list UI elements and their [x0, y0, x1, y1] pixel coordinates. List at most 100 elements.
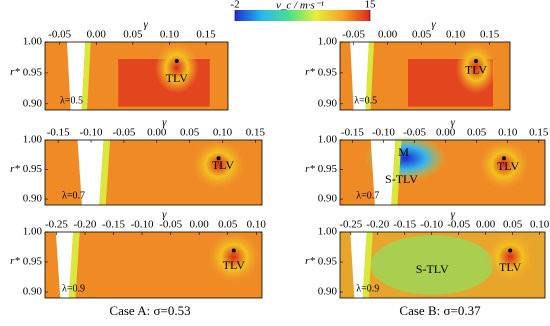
x-tick-label: -0.20 — [366, 219, 389, 231]
vortex-core — [474, 59, 478, 64]
contour-slow — [370, 235, 494, 295]
axes-frame — [44, 139, 263, 206]
vortex — [479, 140, 529, 190]
blade — [66, 42, 86, 110]
x-tick-label: 0.10 — [446, 29, 466, 41]
y-tick-label: 0.90 — [318, 286, 338, 298]
y-tick-label: 0.90 — [23, 286, 43, 298]
lambda-label: λ=0.7 — [356, 190, 379, 201]
caption: Case A: σ=0.53 — [109, 303, 190, 318]
vortex — [207, 231, 260, 283]
vortex-core — [216, 156, 221, 161]
axes-frame — [339, 139, 546, 206]
lambda-label: λ=0.9 — [356, 283, 379, 294]
y-tick-label: 0.95 — [318, 256, 338, 268]
x-tick-label: 0.05 — [218, 219, 238, 231]
x-tick-label: 0.00 — [378, 29, 398, 41]
y-axis-label: r* — [10, 66, 20, 78]
x-axis-label: γ — [431, 19, 436, 31]
x-tick-label: 0.05 — [180, 127, 200, 139]
x-tick-label: -0.25 — [45, 219, 68, 231]
x-axis-label: γ — [451, 117, 456, 129]
x-tick-label: 0.00 — [190, 219, 210, 231]
x-tick-label: -0.25 — [339, 219, 362, 231]
axes-frame — [44, 231, 263, 299]
y-tick-label: 1.00 — [318, 226, 338, 238]
x-tick-label: 0.05 — [412, 29, 432, 41]
annotation: TLV — [212, 158, 235, 172]
vortex — [455, 41, 497, 94]
x-axis-label: γ — [143, 19, 148, 31]
blade — [350, 232, 367, 298]
y-tick-label: 0.90 — [318, 97, 338, 109]
y-tick-label: 0.95 — [23, 163, 43, 175]
blade-edge — [391, 140, 402, 205]
blade-edge — [365, 42, 374, 110]
x-tick-label: 0.00 — [87, 29, 107, 41]
vortex — [485, 231, 535, 283]
y-axis-label: r* — [10, 163, 20, 175]
y-tick-label: 1.00 — [23, 226, 43, 238]
annotation: M — [398, 145, 409, 159]
y-tick-label: 0.90 — [318, 193, 338, 205]
vortex — [192, 140, 245, 190]
x-tick-label: 0.15 — [196, 29, 216, 41]
x-tick-label: -0.15 — [102, 219, 125, 231]
x-tick-label: -0.05 — [112, 127, 135, 139]
colorbar-tick-label: 15 — [365, 0, 377, 11]
x-tick-label: -0.15 — [47, 127, 70, 139]
annotation: S-TLV — [416, 262, 449, 276]
x-axis-label: γ — [451, 209, 456, 221]
vortex-core — [502, 156, 506, 161]
x-axis-label: γ — [162, 117, 167, 129]
x-tick-label: -0.15 — [341, 127, 364, 139]
colorbar-label: v_c / m·s⁻¹ — [276, 0, 324, 12]
vortex — [154, 41, 199, 94]
blade-edge — [81, 42, 91, 110]
x-tick-label: 0.05 — [503, 219, 523, 231]
axes-frame — [44, 41, 229, 111]
x-tick-label: 0.10 — [213, 127, 233, 139]
x-tick-label: 0.10 — [530, 219, 550, 231]
blade — [370, 140, 396, 205]
blade-edge — [362, 232, 373, 298]
annotation: S-TLV — [385, 172, 418, 186]
vortex-core — [231, 248, 236, 253]
y-tick-label: 0.95 — [23, 256, 43, 268]
x-tick-label: -0.10 — [420, 219, 443, 231]
annotation: TLV — [497, 159, 520, 173]
y-tick-label: 1.00 — [318, 134, 338, 146]
y-tick-label: 0.95 — [318, 66, 338, 78]
x-tick-label: 0.10 — [247, 219, 267, 231]
blade-edge — [68, 232, 80, 298]
lambda-label: λ=0.7 — [62, 190, 85, 201]
annotation: TLV — [166, 71, 189, 85]
blade — [77, 140, 104, 205]
annotation: TLV — [499, 260, 522, 274]
y-tick-label: 0.90 — [23, 193, 43, 205]
blade-edge — [99, 140, 111, 205]
vortex-core — [174, 59, 179, 64]
x-tick-label: -0.10 — [372, 127, 395, 139]
y-tick-label: 0.90 — [23, 97, 43, 109]
x-tick-label: 0.15 — [246, 127, 266, 139]
caption: Case B: σ=0.37 — [399, 303, 481, 318]
x-tick-label: -0.05 — [159, 219, 182, 231]
x-tick-label: -0.20 — [74, 219, 97, 231]
x-tick-label: 0.00 — [436, 127, 456, 139]
x-tick-label: -0.10 — [80, 127, 103, 139]
y-tick-label: 1.00 — [23, 134, 43, 146]
lambda-label: λ=0.5 — [354, 95, 377, 106]
colorbar-tick-label: -2 — [230, 0, 239, 11]
annotation: TLV — [465, 62, 488, 76]
lambda-label: λ=0.9 — [62, 283, 85, 294]
lambda-label: λ=0.5 — [60, 95, 83, 106]
vortex-core — [508, 248, 513, 253]
y-axis-label: r* — [305, 163, 315, 175]
blade — [55, 232, 74, 298]
x-axis-label: γ — [162, 209, 167, 221]
axes-frame — [339, 41, 511, 111]
axes-frame — [339, 231, 546, 299]
x-tick-label: 0.05 — [467, 127, 487, 139]
